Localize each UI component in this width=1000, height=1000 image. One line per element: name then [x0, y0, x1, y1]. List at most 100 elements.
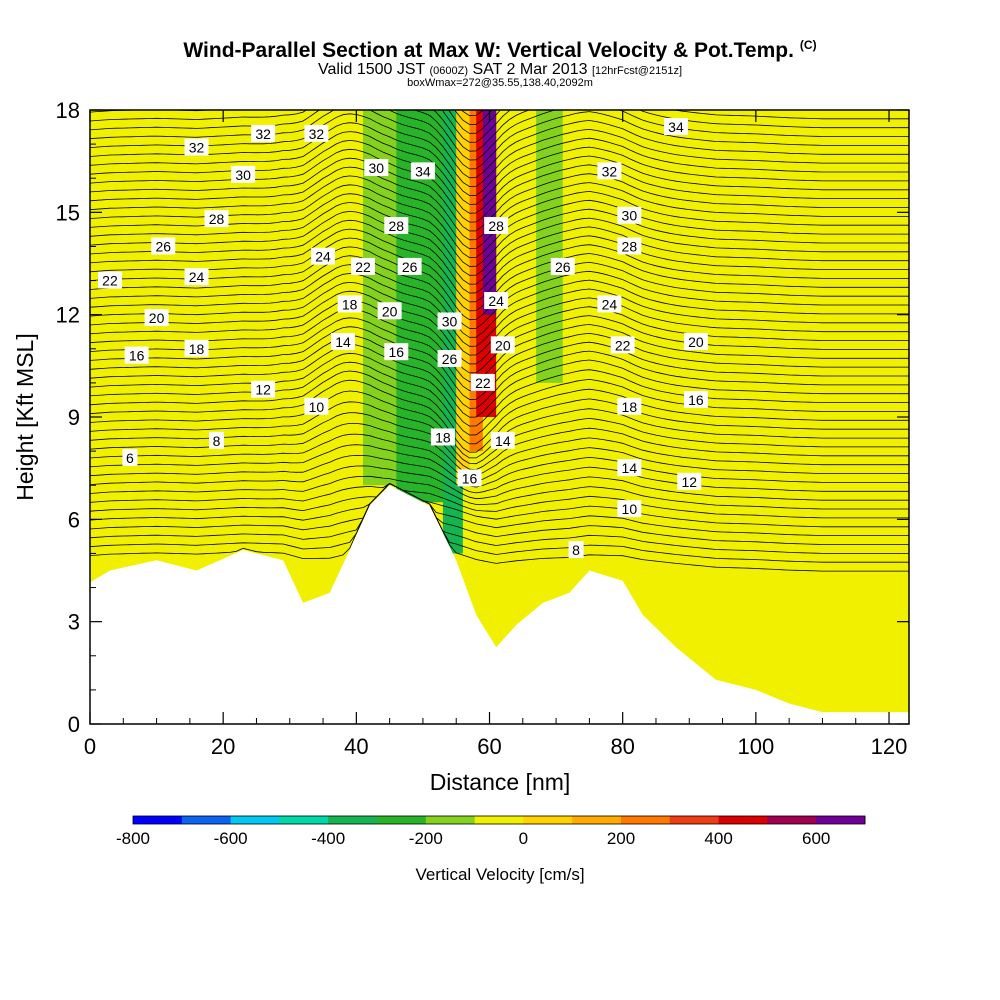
- contour-label: 16: [389, 344, 405, 360]
- x-tick-label: 40: [344, 734, 368, 759]
- contour-label-box: [97, 271, 122, 289]
- theta-contour-line: [90, 352, 909, 427]
- colorbar-title: Vertical Velocity [cm/s]: [415, 865, 584, 884]
- y-tick-label: 18: [56, 98, 80, 123]
- theta-contour-line: [90, 433, 909, 482]
- theta-contour-line: [90, 483, 909, 563]
- contour-label-box: [231, 165, 256, 183]
- contour-label: 8: [213, 433, 221, 449]
- contour-label: 6: [126, 450, 134, 466]
- contour-label-box: [337, 295, 362, 313]
- contour-label-box: [384, 343, 409, 361]
- colorbar-tick-label: 600: [802, 829, 830, 848]
- x-axis-label: Distance [nm]: [430, 769, 571, 795]
- colorbar-swatch: [377, 816, 427, 824]
- theta-contour-line: [90, 264, 909, 338]
- contour-label-box: [617, 397, 642, 415]
- theta-contour-line: [90, 110, 909, 179]
- chart-title-text: Wind-Parallel Section at Max W: Vertical…: [183, 39, 794, 62]
- contour-label: 24: [488, 293, 504, 309]
- contour-label: 12: [681, 474, 697, 490]
- theta-contour-line: [90, 110, 909, 161]
- contour-label: 28: [622, 238, 638, 254]
- colorbar-tick-label: -800: [116, 829, 150, 848]
- valid-utc: (0600Z): [429, 65, 469, 77]
- colorbar-swatch: [328, 816, 378, 824]
- theta-contour-line: [90, 483, 909, 528]
- y-tick-label: 9: [68, 405, 80, 430]
- theta-contour-line: [90, 317, 909, 392]
- contour-label: 26: [555, 259, 571, 275]
- contour-label: 18: [622, 399, 638, 415]
- contour-label-box: [484, 292, 509, 310]
- copyright-mark: (C): [799, 38, 817, 52]
- contour-label-box: [597, 295, 622, 313]
- contour-label: 16: [129, 348, 145, 364]
- contour-label-box: [397, 257, 422, 275]
- contour-label: 10: [622, 501, 638, 517]
- theta-contour-line: [461, 110, 484, 117]
- contour-label: 16: [688, 392, 704, 408]
- colorbar-swatch: [718, 816, 768, 824]
- theta-contour-line: [90, 454, 909, 494]
- forecast-info: [12hrFcst@2151z]: [591, 65, 682, 77]
- box-info: boxWmax=272@35.55,138.40,2092m: [407, 77, 593, 89]
- theta-contour-line: [90, 210, 909, 285]
- theta-contour-line: [90, 122, 909, 196]
- contour-label-box: [490, 431, 515, 449]
- x-tick-label: 80: [610, 734, 634, 759]
- contour-label: 32: [189, 140, 205, 156]
- theta-contour-line: [90, 281, 909, 356]
- colorbar-tick-label: 0: [519, 829, 528, 848]
- contour-label: 24: [189, 269, 205, 285]
- theta-contour-line: [90, 370, 909, 445]
- contour-label-box: [251, 124, 276, 142]
- contour-label: 8: [572, 542, 580, 558]
- contour-label-box: [410, 162, 435, 180]
- colorbar-swatch: [669, 816, 720, 824]
- theta-contour-line: [441, 110, 909, 143]
- contour-label-box: [124, 346, 149, 364]
- contour-label: 22: [475, 375, 491, 391]
- contour-label: 24: [315, 249, 331, 265]
- contour-labels: 6 8 8 10 10 12 12 14 14 14 16 16 16 16 18 18 18 18 20 20 20 2…: [97, 118, 708, 559]
- contour-label-box: [490, 336, 515, 354]
- contour-label: 30: [235, 167, 251, 183]
- contour-label-box: [683, 332, 708, 350]
- x-tick-label: 0: [84, 734, 96, 759]
- colorbar-swatch: [425, 816, 476, 824]
- contour-label: 18: [435, 429, 451, 445]
- contour-label-box: [151, 237, 176, 255]
- y-tick-label: 6: [68, 507, 80, 532]
- y-tick-label: 15: [56, 200, 80, 225]
- theta-contour-line: [90, 483, 909, 545]
- contour-label: 20: [382, 303, 398, 319]
- theta-contour-line: [90, 110, 909, 152]
- contour-label-box: [437, 350, 462, 368]
- y-tick-label: 0: [68, 712, 80, 737]
- axes: 0 3 6 9 12 15 18 0 20 40 60 80 100 120: [56, 98, 910, 759]
- chart-title: Wind-Parallel Section at Max W: Vertical…: [0, 38, 1000, 63]
- contour-label: 30: [622, 208, 638, 224]
- contour-label-box: [470, 373, 495, 391]
- theta-contour-line: [90, 157, 909, 232]
- contour-label-box: [550, 257, 575, 275]
- colorbar-tick-label: -400: [311, 829, 345, 848]
- colorbar-swatch: [133, 816, 183, 824]
- colorbar-swatch: [523, 816, 573, 824]
- x-tick-label: 20: [211, 734, 235, 759]
- contour-label: 30: [369, 160, 385, 176]
- contour-label-box: [617, 237, 642, 255]
- contour-label-box: [311, 247, 336, 265]
- contour-label-box: [677, 472, 702, 490]
- contour-label: 28: [488, 218, 504, 234]
- valid-time: Valid 1500 JST: [318, 61, 426, 78]
- contour-label: 28: [209, 211, 225, 227]
- contour-label: 22: [615, 337, 631, 353]
- velocity-region: [482, 110, 497, 315]
- colorbar-tick-label: 200: [607, 829, 635, 848]
- theta-contour-line: [90, 483, 909, 572]
- colorbar-swatch: [816, 816, 866, 824]
- theta-contour-line: [90, 139, 909, 214]
